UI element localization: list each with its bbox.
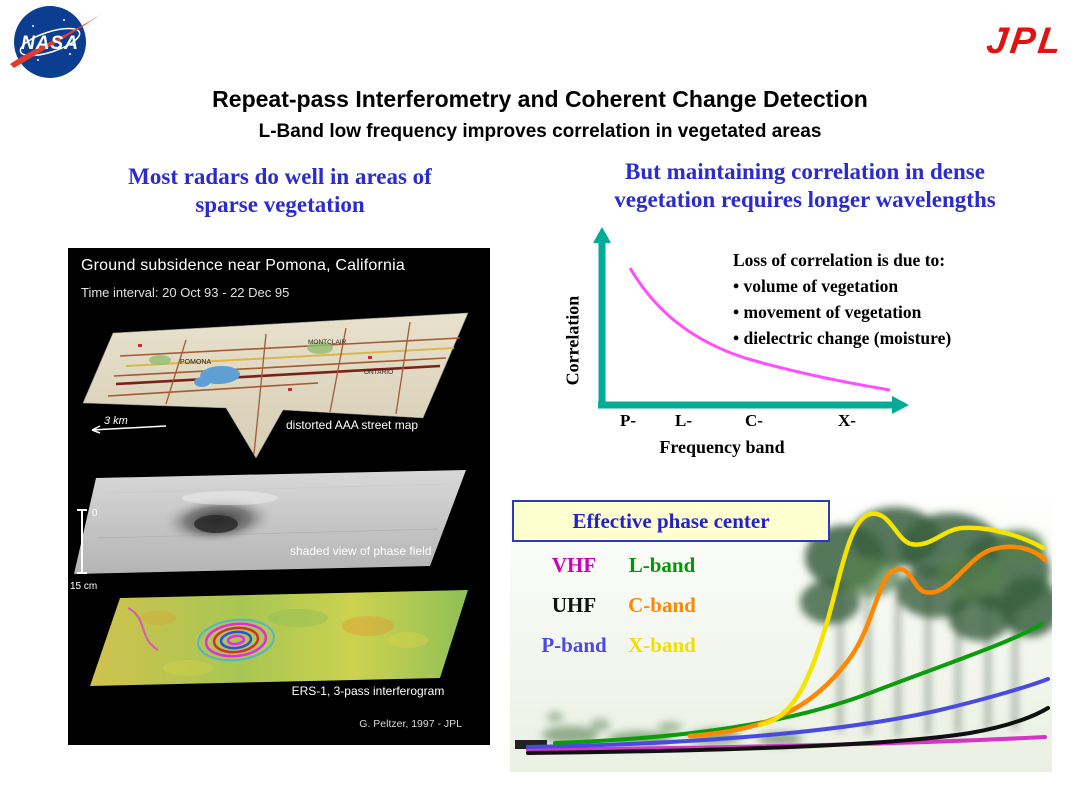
- time-interval-label: Time interval: 20 Oct 93 - 22 Dec 95: [81, 285, 290, 300]
- nasa-logo: NASA: [10, 6, 104, 78]
- left-heading: Most radars do well in areas of sparse v…: [60, 163, 500, 219]
- interferogram-graphic: [90, 590, 468, 686]
- c-band-curve: [687, 544, 1048, 739]
- correlation-chart: Correlation P- L- C- X- Frequency band L…: [540, 225, 1080, 475]
- y-axis-arrow-icon: [593, 227, 611, 243]
- legend-lband: L-band: [628, 553, 696, 577]
- loss-bullet: • volume of vegetation: [733, 276, 899, 296]
- left-heading-line2: sparse vegetation: [195, 192, 365, 217]
- loss-box: Loss of correlation is due to: • volume …: [733, 247, 1078, 351]
- legend-uhf: UHF: [551, 593, 597, 617]
- uhf-curve: [526, 706, 1050, 755]
- phase-field-graphic: [74, 470, 466, 574]
- map-place-label: MONTCLAIR: [308, 339, 347, 346]
- map-scale: 3 km: [91, 415, 167, 434]
- loss-bullet: • movement of vegetation: [733, 302, 922, 322]
- tick-l-band: L-: [675, 411, 692, 430]
- tick-c-band: C-: [745, 411, 763, 430]
- map-place-label: ONTARIO: [364, 369, 393, 376]
- tick-p-band: P-: [620, 411, 637, 430]
- legend-vhf: VHF: [551, 553, 597, 577]
- depth-scale-top: 0: [92, 508, 98, 519]
- legend-cband: C-band: [628, 593, 696, 617]
- jpl-logo: JPL: [984, 20, 1067, 61]
- baseline-mark: [515, 740, 547, 749]
- correlation-ylabel: Correlation: [562, 295, 583, 386]
- orbit-ellipse-icon: [19, 27, 81, 57]
- credit-label: G. Peltzer, 1997 - JPL: [359, 718, 462, 730]
- correlation-axes-graphic: [593, 227, 909, 414]
- effective-phase-center-box: Effective phase center: [512, 500, 830, 542]
- red-vector-icon: [10, 12, 104, 68]
- legend-xband: X-band: [628, 633, 696, 657]
- correlation-xlabel: Frequency band: [659, 437, 785, 457]
- phase-center-panel: Effective phase center VHF L-band UHF C-…: [510, 487, 1052, 772]
- x-band-curve: [757, 511, 1046, 728]
- street-map-graphic: MONTCLAIR POMONA ONTARIO: [82, 312, 469, 459]
- pomona-graphics: MONTCLAIR POMONA ONTARIO 3 km: [70, 312, 469, 686]
- loss-title: Loss of correlation is due to:: [733, 250, 946, 270]
- nasa-logo-text: NASA: [21, 33, 79, 54]
- phase-center-curves: [526, 511, 1050, 755]
- interferogram-caption: ERS-1, 3-pass interferogram: [291, 684, 445, 698]
- page-title: Repeat-pass Interferometry and Coherent …: [212, 86, 868, 112]
- map-caption: distorted AAA street map: [286, 418, 419, 432]
- p-band-curve: [526, 677, 1050, 749]
- panel-title: Ground subsidence near Pomona, Californi…: [81, 257, 405, 274]
- x-axis-arrow-icon: [892, 396, 909, 414]
- depth-scale: 0 15 cm: [70, 508, 98, 592]
- right-heading-line1: But maintaining correlation in dense: [625, 159, 985, 184]
- legend-pband: P-band: [541, 633, 607, 657]
- map-place-label: POMONA: [180, 359, 211, 366]
- pomona-panel: MONTCLAIR POMONA ONTARIO 3 km: [68, 248, 490, 745]
- correlation-curve: [628, 267, 891, 392]
- left-heading-line1: Most radars do well in areas of: [128, 164, 432, 189]
- tick-x-band: X-: [838, 411, 856, 430]
- depth-scale-bottom: 15 cm: [70, 581, 97, 592]
- page-subtitle: L-Band low frequency improves correlatio…: [258, 121, 822, 142]
- right-heading-line2: vegetation requires longer wavelengths: [614, 187, 996, 212]
- right-heading: But maintaining correlation in dense veg…: [530, 158, 1080, 214]
- l-band-curve: [553, 622, 1044, 745]
- map-scale-label: 3 km: [104, 415, 128, 427]
- effective-phase-center-label: Effective phase center: [572, 508, 770, 533]
- loss-bullet: • dielectric change (moisture): [733, 328, 952, 348]
- phase-caption: shaded view of phase field: [290, 544, 432, 558]
